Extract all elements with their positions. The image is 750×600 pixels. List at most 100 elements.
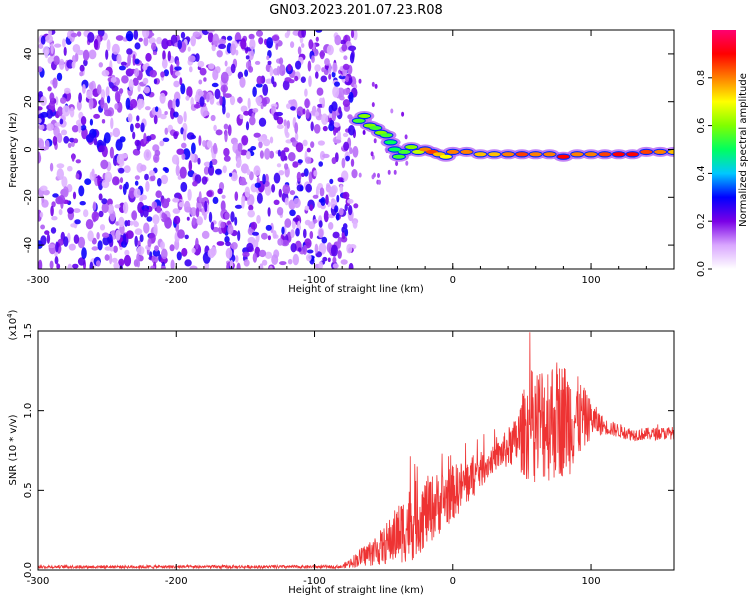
spectrogram-noise-cell xyxy=(119,224,125,235)
spectrogram-noise-cell xyxy=(118,258,125,267)
spectrogram-noise-cell xyxy=(130,123,134,133)
spectrogram-noise-cell xyxy=(58,58,65,70)
spectrogram-noise-cell xyxy=(257,136,266,143)
spectrogram-noise-cell xyxy=(288,99,296,105)
spectrogram-noise-cell xyxy=(329,186,336,197)
spectrogram-noise-cell xyxy=(100,159,109,170)
spectrogram-noise-cell xyxy=(252,231,259,236)
spectrogram-noise-cell xyxy=(290,106,296,111)
spectrogram-noise-cell xyxy=(248,204,254,211)
spectrogram-noise-cell xyxy=(177,229,185,239)
x-tick-label: 100 xyxy=(581,576,600,587)
spectrogram-noise-cell xyxy=(255,96,262,104)
spectrogram-noise-cell xyxy=(230,43,237,56)
spectrogram-noise-cell xyxy=(135,122,141,129)
spectrogram-noise-cell xyxy=(261,259,268,266)
spectrogram-noise-cell xyxy=(106,39,111,52)
spectrogram-noise-cell xyxy=(203,161,211,167)
spectrogram-noise-cell xyxy=(240,105,248,113)
spectrogram-noise-cell xyxy=(81,247,87,260)
spectrogram-noise-cell xyxy=(146,216,153,222)
spectrogram-noise-cell xyxy=(207,32,214,43)
spectrogram-noise-cell xyxy=(220,221,226,229)
spectrogram-noise-cell xyxy=(153,223,158,236)
spectrogram-noise-cell xyxy=(296,171,302,182)
spectrogram-noise-cell xyxy=(161,212,166,220)
spectrogram-noise-cell xyxy=(76,31,82,37)
spectrogram-noise-cell xyxy=(192,180,198,187)
spectrogram-noise-cell xyxy=(67,142,72,149)
signal-point xyxy=(388,147,401,152)
spectrogram-noise-cell xyxy=(256,30,263,37)
spectrogram-noise-cell xyxy=(180,83,186,95)
spectrogram-noise-cell xyxy=(256,75,263,85)
spectrogram-noise-cell xyxy=(283,147,290,153)
spectrogram-noise-cell xyxy=(101,69,110,77)
spectrogram-noise-cell xyxy=(290,243,297,253)
spectrogram-noise-cell xyxy=(56,72,63,82)
spectrogram-noise-cell xyxy=(308,39,314,50)
spectrogram-noise-cell xyxy=(104,254,110,261)
spectrogram-noise-cell xyxy=(343,55,348,60)
spectrogram-noise-cell xyxy=(136,115,140,122)
spectrogram-noise-cell xyxy=(237,230,241,242)
spectrogram-noise-cell xyxy=(328,73,332,80)
spectrogram-noise-cell xyxy=(331,157,337,165)
spectrogram-noise-cell xyxy=(159,92,166,104)
spectrogram-noise-cell xyxy=(215,129,223,136)
spectrogram-noise-cell xyxy=(91,211,100,222)
x-tick-label: 0 xyxy=(450,275,456,286)
spectrogram-noise-cell xyxy=(281,226,285,235)
spectrogram-noise-cell xyxy=(264,251,273,259)
spectrogram-noise-cell xyxy=(295,227,300,237)
spectrogram-noise-cell xyxy=(169,244,175,252)
spectrogram-noise-cell xyxy=(138,37,143,42)
y-tick-label: 1.5 xyxy=(23,323,34,339)
spectrogram-noise-cell xyxy=(40,224,45,230)
spectrogram-noise-cell xyxy=(62,38,66,48)
spectrogram-noise-cell xyxy=(301,30,306,38)
spectrogram-noise-cell xyxy=(118,65,126,71)
x-tick-label: -200 xyxy=(165,275,188,286)
spectrogram-noise-cell xyxy=(177,39,182,50)
spectrogram-noise-cell xyxy=(150,174,156,182)
spectrogram-noise-cell xyxy=(253,132,261,138)
spectrogram-noise-cell xyxy=(294,75,299,82)
spectrogram-noise-cell xyxy=(195,207,200,218)
spectrogram-noise-cell xyxy=(38,106,43,111)
spectrogram-noise-cell xyxy=(156,205,162,214)
spectrogram-noise-cell xyxy=(175,98,180,108)
spectrogram-noise-cell xyxy=(229,95,236,106)
spectrogram-noise-cell xyxy=(328,62,332,75)
spectrogram-noise-cell xyxy=(295,142,304,153)
spectrogram-noise-cell xyxy=(122,233,127,245)
spectrogram-noise-cell xyxy=(136,245,145,256)
spectrogram-noise-cell xyxy=(139,234,144,243)
spectrogram-noise-cell xyxy=(239,180,248,186)
spectrogram-noise-cell xyxy=(142,64,148,71)
spectrogram-noise-cell xyxy=(208,211,213,223)
spectrogram-noise-cell xyxy=(311,55,315,63)
spectrogram-noise-cell xyxy=(234,204,243,209)
snr-series-line xyxy=(38,332,674,570)
spectrogram-noise-cell xyxy=(103,132,111,144)
spectrogram-noise-cell xyxy=(147,238,152,248)
spectrogram-noise-cell xyxy=(318,261,323,269)
spectrogram-noise-cell xyxy=(328,222,334,230)
spectrogram-noise-cell xyxy=(181,247,188,257)
spectrogram-noise-cell xyxy=(267,60,272,65)
spectrogram-noise-cell xyxy=(40,96,47,106)
spectrogram-noise-cell xyxy=(237,97,243,104)
spectrogram-noise-cell xyxy=(255,83,263,88)
signal-point xyxy=(626,152,639,157)
spectrogram-noise-cell xyxy=(303,168,309,177)
spectrogram-noise-cell xyxy=(180,127,184,135)
spectrogram-noise-cell xyxy=(316,87,324,96)
spectrogram-noise-cell xyxy=(302,244,308,255)
spectrogram-noise-cell xyxy=(197,157,201,165)
spectrogram-noise-cell xyxy=(353,203,359,209)
spectrogram-noise-cell xyxy=(320,75,328,83)
spectrogram-noise-cell xyxy=(201,207,205,216)
spectrogram-noise-cell xyxy=(217,188,223,195)
spectrogram-noise-cell xyxy=(160,174,169,185)
